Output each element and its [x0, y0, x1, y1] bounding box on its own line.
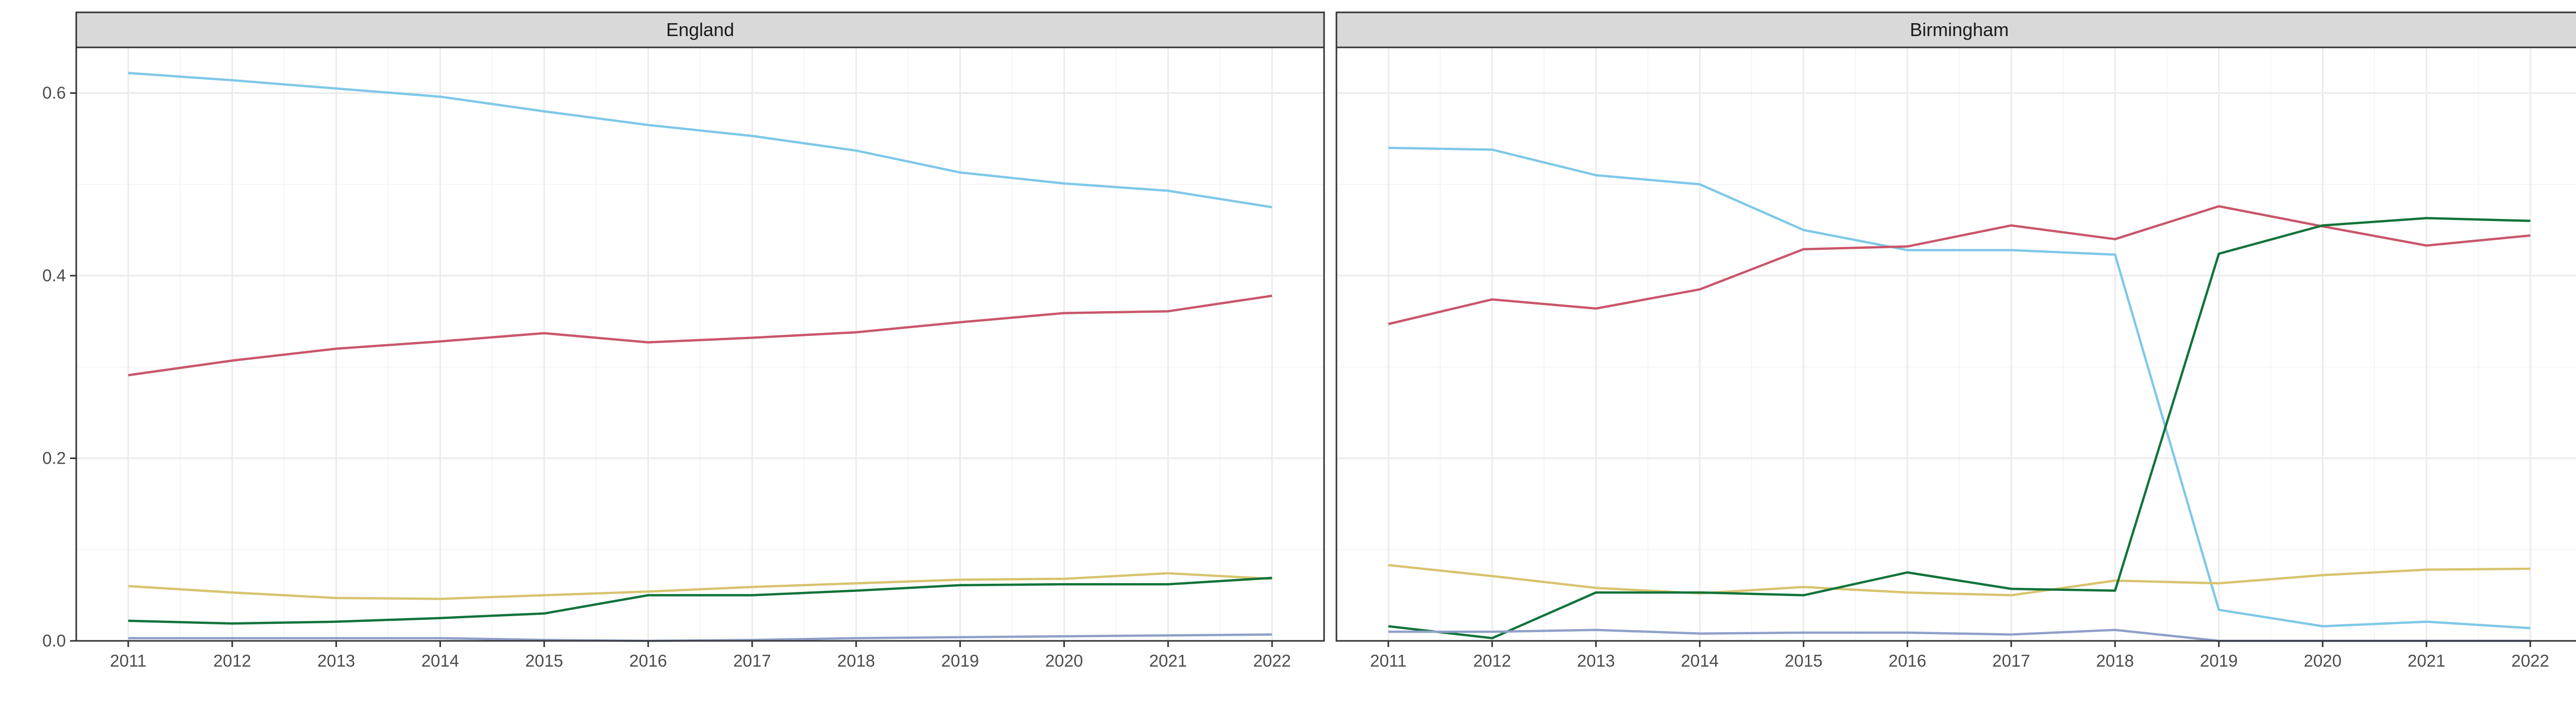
- series-line-4: [128, 576, 1273, 625]
- x-tick-label: 2014: [421, 651, 459, 670]
- y-tick-label: 0.6: [42, 83, 66, 103]
- x-tick-label: 2013: [317, 651, 355, 670]
- strip-england: [75, 11, 1325, 48]
- x-tick-label: 2014: [1681, 651, 1719, 670]
- x-tick-label: 2016: [629, 651, 667, 670]
- x-tick-label: 2019: [941, 651, 979, 670]
- y-tick-label: 0.4: [42, 266, 66, 285]
- series-line-1: [1388, 146, 2531, 630]
- x-tick-label: 2022: [2512, 651, 2549, 670]
- panel-border: [1335, 46, 2576, 642]
- series-line-2: [1388, 205, 2531, 326]
- x-tick-label: 2011: [110, 651, 146, 670]
- series-line-3: [128, 572, 1273, 600]
- strip-label-england: England: [666, 19, 734, 40]
- grid-birmingham: [1336, 47, 2576, 642]
- x-tick-label: 2012: [1473, 651, 1511, 670]
- y-tick-label: 0.0: [42, 631, 66, 650]
- y-tick-label: 0.2: [42, 449, 66, 468]
- x-tick-label: 2013: [1577, 651, 1615, 670]
- x-tick-label: 2015: [1785, 651, 1822, 670]
- strip-birmingham: [1335, 11, 2576, 48]
- x-axis-birmingham: 2011 2012 2013 2014 2015 2016 2017 2018 2019 2020…: [1370, 641, 2549, 670]
- x-tick-label: 2011: [1370, 651, 1406, 670]
- x-tick-label: 2018: [837, 651, 875, 670]
- panel-england: England 2011 2012 2013 2014 2015 2016 2017 2018…: [42, 11, 1325, 670]
- grid-england: [76, 47, 1324, 642]
- panel-border: [75, 46, 1325, 642]
- strip-label-birmingham: Birmingham: [1910, 19, 2009, 40]
- panel-birmingham: Birmingham 2011 2012 2013 2014 2015 2016 2017 2…: [1335, 11, 2576, 670]
- x-tick-label: 2021: [2408, 651, 2445, 670]
- x-tick-label: 2019: [2200, 651, 2238, 670]
- x-tick-label: 2020: [1045, 651, 1083, 670]
- x-tick-label: 2018: [2096, 651, 2134, 670]
- series-line-4: [1388, 217, 2531, 639]
- x-tick-label: 2015: [526, 651, 563, 670]
- x-axis-england: 2011 2012 2013 2014 2015 2016 2017 2018 2019 2020…: [110, 641, 1291, 670]
- x-tick-label: 2016: [1889, 651, 1926, 670]
- series-line-3: [1388, 564, 2531, 597]
- series-line-1: [128, 72, 1273, 209]
- y-axis: 0.0 0.2 0.4 0.6: [42, 83, 76, 650]
- x-tick-label: 2022: [1253, 651, 1291, 670]
- x-tick-label: 2017: [1992, 651, 2030, 670]
- x-tick-label: 2021: [1149, 651, 1187, 670]
- series-line-2: [128, 294, 1273, 377]
- x-tick-label: 2020: [2304, 651, 2342, 670]
- x-tick-label: 2012: [213, 651, 251, 670]
- x-tick-label: 2017: [733, 651, 771, 670]
